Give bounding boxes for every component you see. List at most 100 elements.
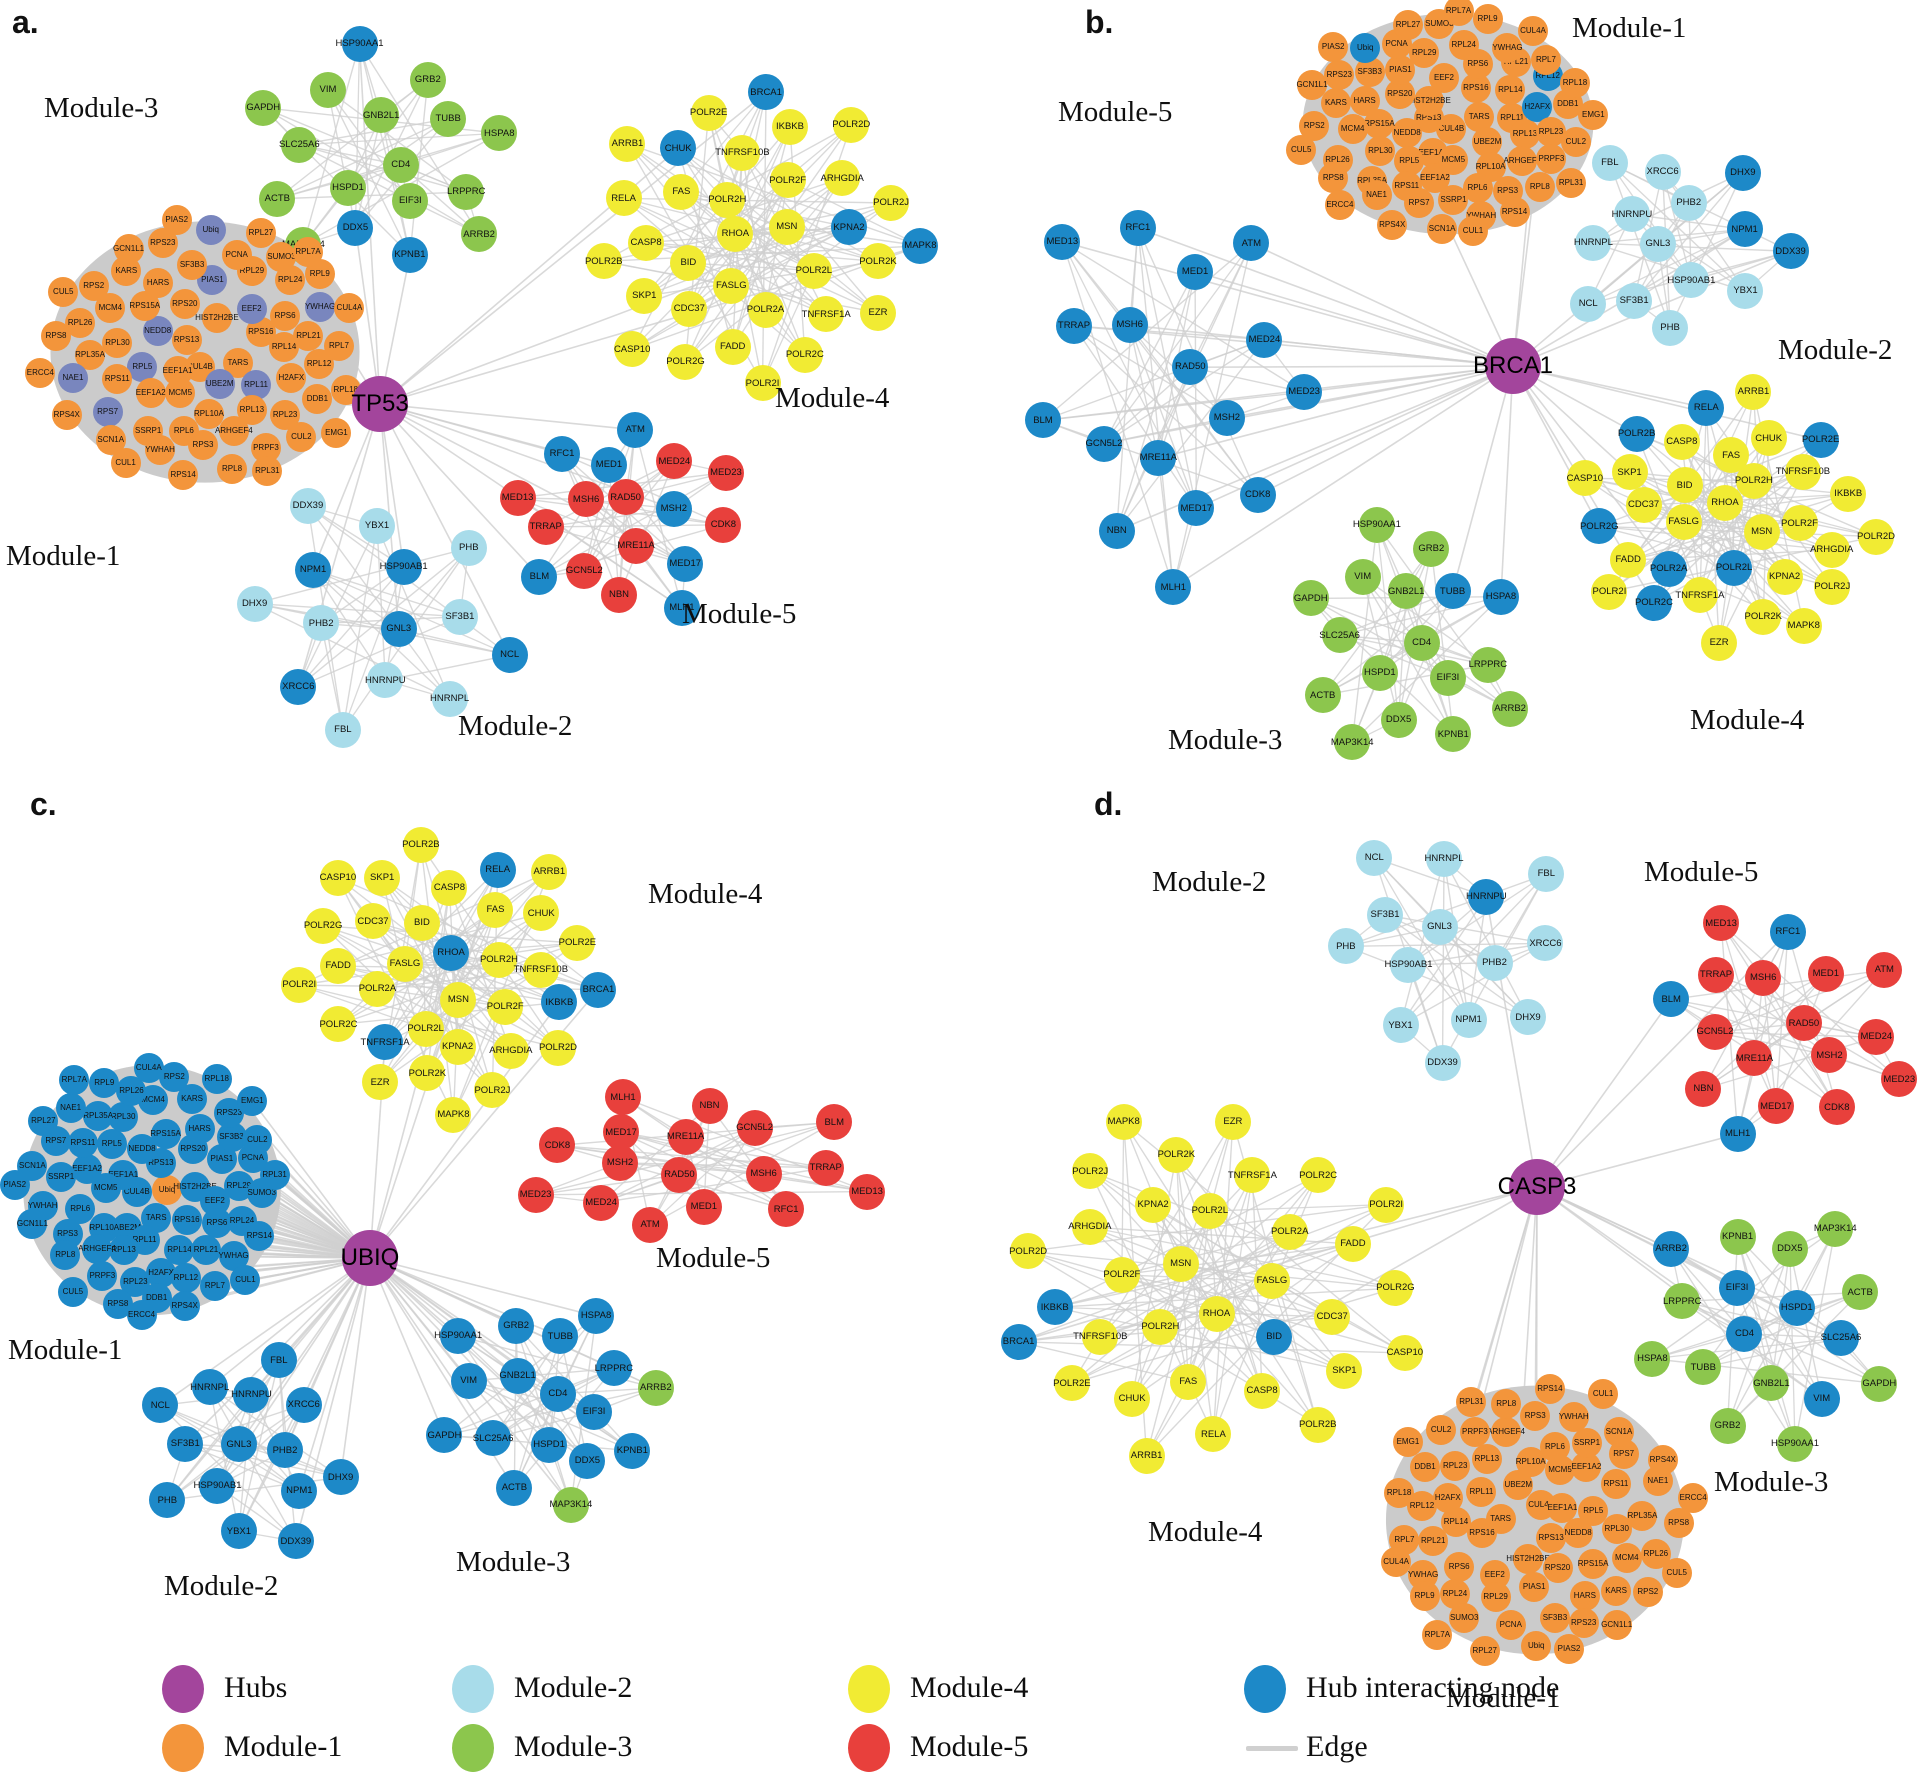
node-RPL5[interactable]: RPL5 <box>1394 146 1425 177</box>
node-CDC37[interactable]: CDC37 <box>1625 487 1662 524</box>
node-RPL8[interactable]: RPL8 <box>50 1240 81 1271</box>
node-EIF3I[interactable]: EIF3I <box>392 182 429 219</box>
node-FADD[interactable]: FADD <box>320 948 357 985</box>
node-TNFRSF1A[interactable]: TNFRSF1A <box>1675 577 1724 614</box>
node-NAE1[interactable]: NAE1 <box>1361 180 1392 211</box>
node-BRCA1[interactable]: BRCA1 <box>580 971 617 1008</box>
node-RPL5[interactable]: RPL5 <box>96 1129 127 1160</box>
node-GRB2[interactable]: GRB2 <box>1413 531 1450 568</box>
node-FBL[interactable]: FBL <box>324 712 361 749</box>
node-ACTB[interactable]: ACTB <box>1304 677 1341 714</box>
node-RPS23[interactable]: RPS23 <box>1324 59 1355 90</box>
node-EEF2[interactable]: EEF2 <box>1428 63 1459 94</box>
node-POLR2D[interactable]: POLR2D <box>832 106 870 143</box>
node-SUMO3[interactable]: SUMO3 <box>266 242 297 273</box>
node-SKP1[interactable]: SKP1 <box>626 278 663 315</box>
node-HSP90AB1[interactable]: HSP90AB1 <box>1667 262 1715 299</box>
node-CHUK[interactable]: CHUK <box>523 895 560 932</box>
node-MED13[interactable]: MED13 <box>1044 223 1081 260</box>
node-GRB2[interactable]: GRB2 <box>409 61 446 98</box>
node-POLR2G[interactable]: POLR2G <box>1580 508 1619 545</box>
node-EMG1[interactable]: EMG1 <box>321 417 352 448</box>
node-HNRNPL[interactable]: HNRNPL <box>430 681 469 718</box>
node-MAPK8[interactable]: MAPK8 <box>902 227 939 264</box>
node-GCN1L1[interactable]: GCN1L1 <box>113 233 144 264</box>
node-MRE11A[interactable]: MRE11A <box>617 527 655 564</box>
node-RPL27[interactable]: RPL27 <box>245 218 276 249</box>
node-HARS[interactable]: HARS <box>184 1114 215 1145</box>
node-POLR2J[interactable]: POLR2J <box>474 1072 511 1109</box>
node-RPL23[interactable]: RPL23 <box>1535 116 1566 147</box>
node-ARRB2[interactable]: ARRB2 <box>461 216 498 253</box>
node-POLR2H[interactable]: POLR2H <box>708 181 746 218</box>
node-HSP90AA1[interactable]: HSP90AA1 <box>335 26 384 63</box>
node-CDK8[interactable]: CDK8 <box>1239 477 1276 514</box>
node-NEDD8[interactable]: NEDD8 <box>1392 118 1423 149</box>
node-DDB1[interactable]: DDB1 <box>302 384 333 415</box>
node-TNFRSF10B[interactable]: TNFRSF10B <box>715 134 770 171</box>
node-KPNA2[interactable]: KPNA2 <box>1766 558 1803 595</box>
node-BLM[interactable]: BLM <box>1024 402 1061 439</box>
node-FAS[interactable]: FAS <box>1713 437 1750 474</box>
node-ARHGDIA[interactable]: ARHGDIA <box>489 1032 533 1069</box>
node-MSN[interactable]: MSN <box>440 982 477 1019</box>
node-MED17[interactable]: MED17 <box>667 545 704 582</box>
node-ARHGEF4[interactable]: ARHGEF4 <box>78 1233 116 1264</box>
node-POLR2E[interactable]: POLR2E <box>559 925 596 962</box>
node-RPL18[interactable]: RPL18 <box>1559 67 1590 98</box>
node-MRE11A[interactable]: MRE11A <box>1140 440 1177 477</box>
node-ERCC4[interactable]: ERCC4 <box>1324 190 1355 221</box>
node-RPL31[interactable]: RPL31 <box>252 456 283 487</box>
node-IKBKB[interactable]: IKBKB <box>541 984 578 1021</box>
node-RPL14[interactable]: RPL14 <box>164 1235 195 1266</box>
node-RPL30[interactable]: RPL30 <box>102 327 133 358</box>
node-POLR2C[interactable]: POLR2C <box>786 336 824 373</box>
node-CUL1[interactable]: CUL1 <box>230 1265 261 1296</box>
node-RPS15A[interactable]: RPS15A <box>150 1118 181 1149</box>
node-HSPD1[interactable]: HSPD1 <box>329 170 366 207</box>
node-TARS[interactable]: TARS <box>1464 101 1495 132</box>
node-POLR2I[interactable]: POLR2I <box>1591 573 1628 610</box>
node-EEF2[interactable]: EEF2 <box>236 293 267 324</box>
node-MAPK8[interactable]: MAPK8 <box>1785 607 1822 644</box>
node-POLR2G[interactable]: POLR2G <box>666 343 705 380</box>
node-RPL7[interactable]: RPL7 <box>199 1271 230 1302</box>
node-NBN[interactable]: NBN <box>600 577 637 614</box>
node-POLR2L[interactable]: POLR2L <box>407 1010 444 1047</box>
node-SLC25A6[interactable]: SLC25A6 <box>1319 617 1360 654</box>
node-NEDD8[interactable]: NEDD8 <box>126 1134 157 1165</box>
node-HNRNPU[interactable]: HNRNPU <box>1612 196 1652 233</box>
node-MSH2[interactable]: MSH2 <box>1208 400 1245 437</box>
node-RPS2[interactable]: RPS2 <box>78 270 109 301</box>
node-MSN[interactable]: MSN <box>768 208 805 245</box>
node-RPL7[interactable]: RPL7 <box>1530 45 1561 76</box>
node-ARRB2[interactable]: ARRB2 <box>1492 691 1529 728</box>
node-RPL14[interactable]: RPL14 <box>1495 75 1526 106</box>
node-RFC1[interactable]: RFC1 <box>543 435 580 472</box>
node-HSP90AA1[interactable]: HSP90AA1 <box>1353 506 1401 543</box>
node-MED1[interactable]: MED1 <box>1177 253 1214 290</box>
node-MLH1[interactable]: MLH1 <box>663 590 700 627</box>
node-KPNA2[interactable]: KPNA2 <box>439 1028 476 1065</box>
node-CUL1[interactable]: CUL1 <box>110 448 141 479</box>
node-PCNA[interactable]: PCNA <box>221 240 252 271</box>
node-UBE2M[interactable]: UBE2M <box>204 369 235 400</box>
node-MED23[interactable]: MED23 <box>1286 374 1323 411</box>
node-CDC37[interactable]: CDC37 <box>354 903 391 940</box>
node-BRCA1[interactable]: BRCA1 <box>748 74 785 111</box>
node-POLR2E[interactable]: POLR2E <box>1802 422 1839 459</box>
node-RPL30[interactable]: RPL30 <box>108 1101 139 1132</box>
node-RPS15A[interactable]: RPS15A <box>129 291 160 322</box>
node-ARHGEF4[interactable]: ARHGEF4 <box>1503 145 1541 176</box>
node-RPL8[interactable]: RPL8 <box>1524 172 1555 203</box>
node-HARS[interactable]: HARS <box>1349 86 1380 117</box>
node-ARRB1[interactable]: ARRB1 <box>609 125 646 162</box>
node-BID[interactable]: BID <box>1666 467 1703 504</box>
node-HIST2H2BE[interactable]: HIST2H2BE <box>195 302 239 333</box>
node-POLR2G[interactable]: POLR2G <box>304 907 342 944</box>
node-RPL21[interactable]: RPL21 <box>191 1235 221 1266</box>
node-RFC1[interactable]: RFC1 <box>1119 210 1156 247</box>
node-POLR2I[interactable]: POLR2I <box>744 365 781 402</box>
node-VIM[interactable]: VIM <box>1344 558 1381 595</box>
node-MED1[interactable]: MED1 <box>590 446 627 483</box>
